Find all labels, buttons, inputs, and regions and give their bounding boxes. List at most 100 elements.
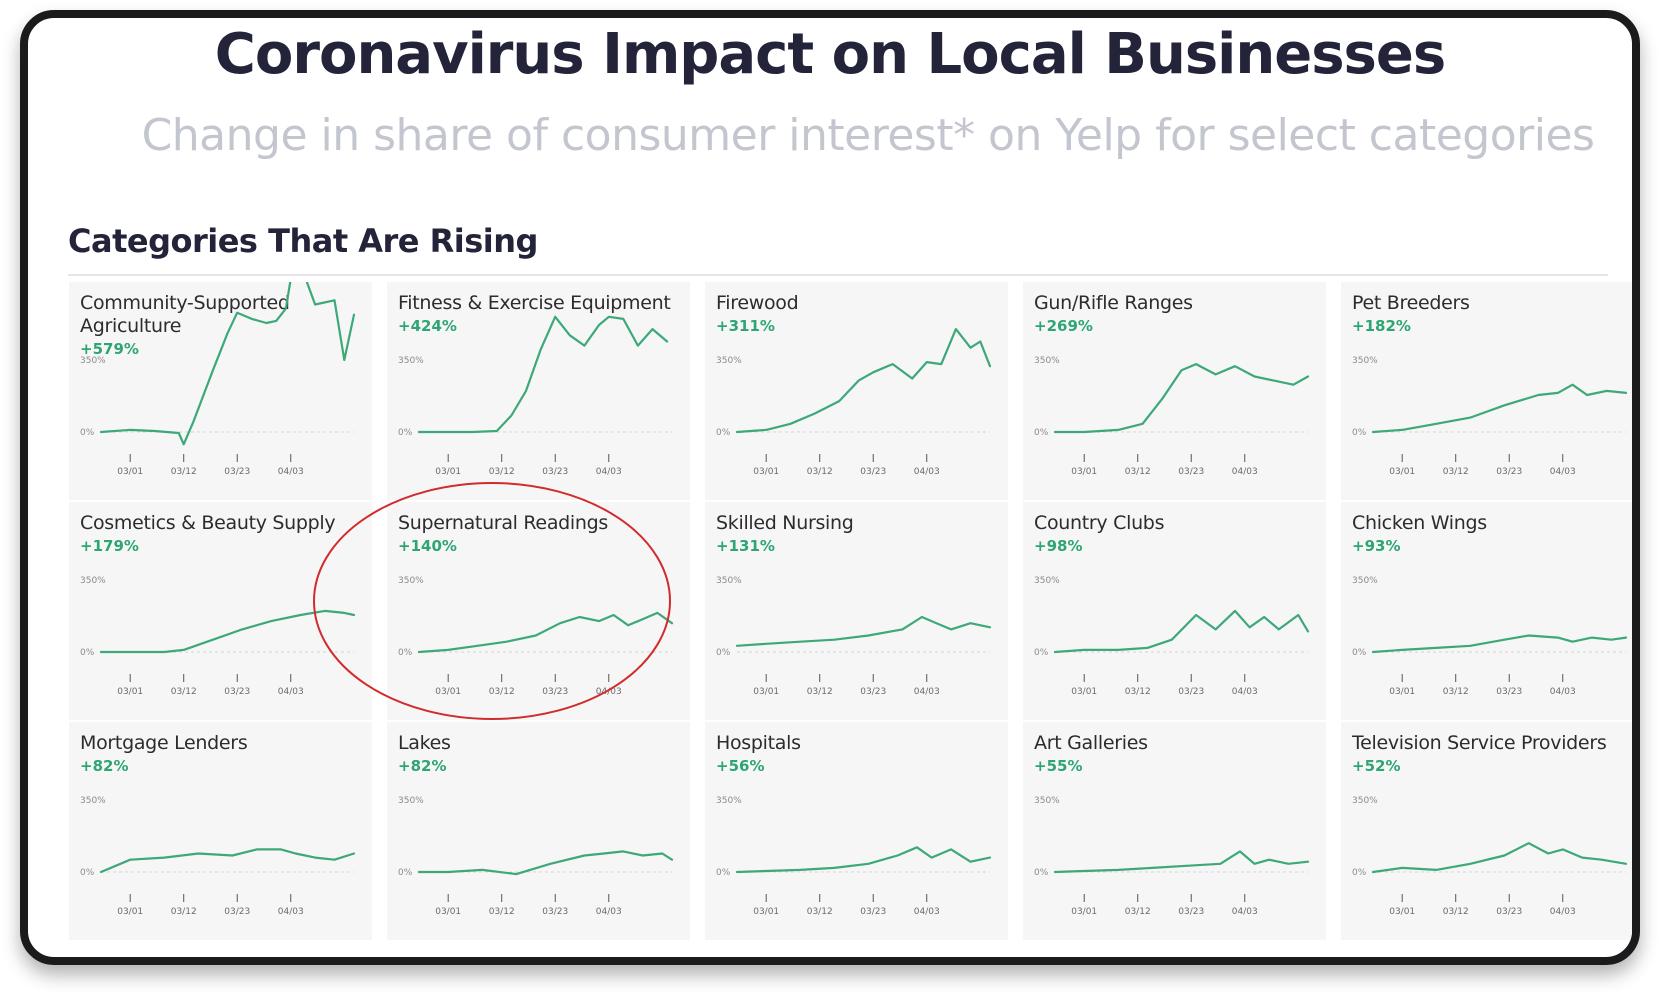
panel-card: Chicken Wings 0% 350% 03/01 03/12 03/23 04/03 +… [1341, 502, 1632, 720]
panel-title: Lakes [398, 732, 451, 754]
series-line [99, 609, 356, 654]
panel-change-value: +182% [1352, 317, 1411, 335]
x-tick-label: 03/23 [224, 687, 250, 697]
page-title: Coronavirus Impact on Local Businesses [214, 22, 1446, 87]
y-tick-label: 350% [80, 356, 106, 366]
x-tick-label: 03/01 [1071, 687, 1097, 697]
series-line [1371, 383, 1628, 434]
x-tick-label: 03/01 [435, 687, 461, 697]
panel-card: Hospitals 0% 350% 03/01 03/12 03/23 04/03 +56% [705, 722, 1008, 940]
y-tick-label: 350% [716, 796, 742, 806]
panel-card: Lakes 0% 350% 03/01 03/12 03/23 04/03 +82% [387, 722, 690, 940]
panel-card: Firewood 0% 350% 03/01 03/12 03/23 04/03 +311% [705, 282, 1008, 500]
panel-title: Skilled Nursing [716, 512, 854, 534]
sparkline-chart: 0% 350% 03/01 03/12 03/23 04/03 [398, 796, 674, 917]
x-tick-label: 03/23 [1178, 687, 1204, 697]
panel-card: Art Galleries 0% 350% 03/01 03/12 03/23 04/03 +… [1023, 722, 1326, 940]
sparkline-chart: 0% 350% 03/01 03/12 03/23 04/03 [1034, 356, 1310, 477]
x-tick-label: 03/23 [1496, 467, 1522, 477]
page-subtitle: Change in share of consumer interest* on… [141, 110, 1595, 161]
y-tick-label: 0% [1034, 868, 1049, 878]
panel-title: Pet Breeders [1352, 292, 1470, 314]
panel-change-value: +82% [80, 757, 129, 775]
y-tick-label: 350% [1352, 796, 1378, 806]
sparkline-chart: 0% 350% 03/01 03/12 03/23 04/03 [1034, 576, 1310, 697]
x-tick-label: 03/01 [435, 907, 461, 917]
series-line [1053, 609, 1310, 654]
x-tick-label: 04/03 [1232, 467, 1258, 477]
panel-change-value: +579% [80, 340, 139, 358]
panel-change-value: +93% [1352, 537, 1401, 555]
sparkline-chart: 0% 350% 03/01 03/12 03/23 04/03 [1352, 796, 1628, 917]
x-tick-label: 04/03 [1550, 687, 1576, 697]
sparkline-chart: 0% 350% 03/01 03/12 03/23 04/03 [1034, 796, 1310, 917]
x-tick-label: 03/23 [542, 687, 568, 697]
sparkline-chart: 0% 350% 03/01 03/12 03/23 04/03 [1352, 576, 1628, 697]
panel-card: Skilled Nursing 0% 350% 03/01 03/12 03/23 04/0… [705, 502, 1008, 720]
x-tick-label: 03/12 [807, 907, 833, 917]
sparkline-chart: 0% 350% 03/01 03/12 03/23 04/03 [716, 576, 992, 697]
x-tick-label: 04/03 [914, 467, 940, 477]
y-tick-label: 350% [1034, 576, 1060, 586]
y-tick-label: 350% [80, 796, 106, 806]
series-line [1053, 362, 1310, 434]
x-tick-label: 03/12 [171, 467, 197, 477]
series-line [735, 846, 992, 874]
x-tick-label: 04/03 [596, 687, 622, 697]
y-tick-label: 0% [80, 868, 95, 878]
x-tick-label: 03/23 [542, 467, 568, 477]
sparkline-chart: 0% 350% 03/01 03/12 03/23 04/03 [398, 576, 674, 697]
panel-card: Television Service Providers 0% 350% 03/01 0… [1341, 722, 1632, 940]
x-tick-label: 03/12 [171, 687, 197, 697]
x-tick-label: 03/12 [1443, 467, 1469, 477]
x-tick-label: 03/01 [753, 687, 779, 697]
panel-change-value: +424% [398, 317, 457, 335]
panel-change-value: +52% [1352, 757, 1401, 775]
sparkline-chart: 0% 350% 03/01 03/12 03/23 04/03 [398, 315, 672, 477]
panel-title: Chicken Wings [1352, 512, 1487, 534]
x-tick-label: 03/23 [1496, 687, 1522, 697]
x-tick-label: 03/12 [807, 467, 833, 477]
y-tick-label: 350% [1352, 356, 1378, 366]
x-tick-label: 04/03 [278, 467, 304, 477]
series-line [735, 327, 992, 434]
panel-title: Country Clubs [1034, 512, 1165, 534]
panel-title: Gun/Rifle Ranges [1034, 292, 1193, 314]
y-tick-label: 0% [1034, 648, 1049, 658]
x-tick-label: 03/23 [1178, 907, 1204, 917]
x-tick-label: 03/12 [489, 907, 515, 917]
y-tick-label: 350% [1034, 796, 1060, 806]
y-tick-label: 0% [398, 648, 413, 658]
y-tick-label: 350% [1352, 576, 1378, 586]
x-tick-label: 04/03 [1232, 907, 1258, 917]
panel-card: Fitness & Exercise Equipment 0% 350% 03/01 0… [387, 282, 690, 500]
x-tick-label: 03/01 [1071, 907, 1097, 917]
panel-change-value: +131% [716, 537, 775, 555]
sparkline-chart: 0% 350% 03/01 03/12 03/23 04/03 [80, 576, 356, 697]
y-tick-label: 0% [398, 428, 413, 438]
series-line [1371, 634, 1628, 654]
x-tick-label: 03/01 [117, 907, 143, 917]
x-tick-label: 03/23 [860, 907, 886, 917]
y-tick-label: 0% [1352, 648, 1367, 658]
x-tick-label: 03/23 [1496, 907, 1522, 917]
x-tick-label: 03/01 [435, 467, 461, 477]
panel-card: Pet Breeders 0% 350% 03/01 03/12 03/23 04/03 +1… [1341, 282, 1632, 500]
panel-change-value: +82% [398, 757, 447, 775]
y-tick-label: 0% [80, 428, 95, 438]
panel-card: Cosmetics & Beauty Supply 0% 350% 03/01 03/1… [69, 502, 372, 720]
x-tick-label: 03/12 [1443, 687, 1469, 697]
x-tick-label: 03/23 [224, 907, 250, 917]
x-tick-label: 03/23 [1178, 467, 1204, 477]
x-tick-label: 03/12 [489, 687, 515, 697]
sparkline-chart: 0% 350% 03/01 03/12 03/23 04/03 [716, 327, 992, 477]
x-tick-label: 03/23 [224, 467, 250, 477]
x-tick-label: 03/12 [1125, 907, 1151, 917]
y-tick-label: 350% [398, 576, 424, 586]
section-title: Categories That Are Rising [68, 222, 538, 260]
series-line [99, 282, 356, 446]
panel-change-value: +179% [80, 537, 139, 555]
sparkline-grid: Community-Supported Agriculture 0% 350% 03/… [69, 282, 1632, 957]
x-tick-label: 03/01 [1071, 467, 1097, 477]
sparkline-chart: 0% 350% 03/01 03/12 03/23 04/03 [716, 796, 992, 917]
